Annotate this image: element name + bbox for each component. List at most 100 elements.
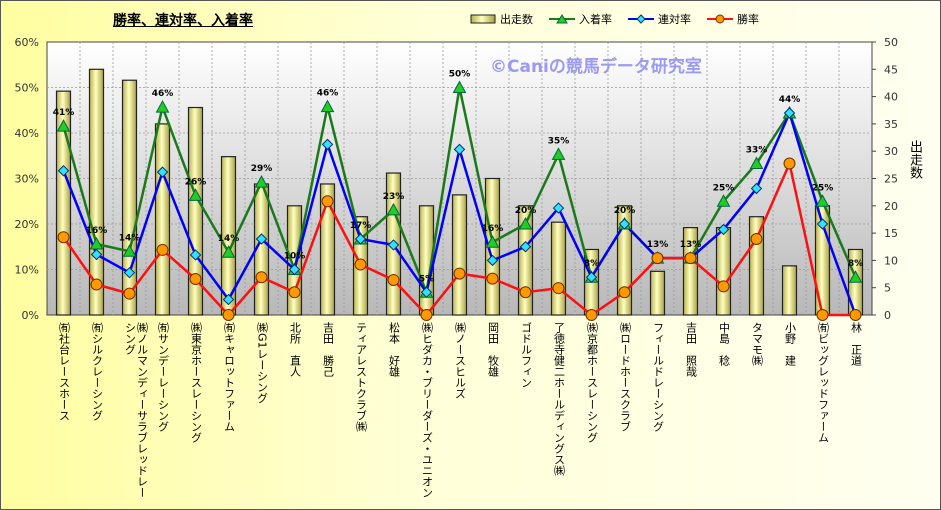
bar-starts xyxy=(550,221,567,316)
x-tick-label: 林 正道 xyxy=(849,322,863,366)
x-tick-label: ㈲サンデーレーシング xyxy=(156,322,170,432)
point-連対率 xyxy=(387,239,400,251)
chart-title: 勝率、連対率、入着率 xyxy=(113,13,253,29)
right-tick-label: 20 xyxy=(884,200,898,213)
right-tick-label: 0 xyxy=(884,309,891,322)
point-勝率 xyxy=(156,243,169,256)
point-入着率 xyxy=(485,235,500,248)
legend-item: 入着率 xyxy=(549,11,612,27)
x-tick-label: ㈱ロードホースクラブ xyxy=(618,322,632,432)
point-勝率 xyxy=(288,286,301,299)
left-tick-label: 10% xyxy=(15,264,39,277)
left-tick-label: 30% xyxy=(15,173,39,186)
right-tick-label: 25 xyxy=(884,173,898,186)
data-label: 35% xyxy=(548,136,570,146)
point-連対率 xyxy=(717,223,730,236)
point-入着率 xyxy=(551,147,566,160)
data-label: 14% xyxy=(119,233,141,243)
x-tick-label: ㈱ノルマンディーサラブレッドレーシング xyxy=(123,322,149,498)
right-tick-label: 45 xyxy=(884,63,898,76)
data-label: 5% xyxy=(419,274,434,284)
point-連対率 xyxy=(288,263,301,276)
data-label: 23% xyxy=(383,192,405,202)
point-勝率 xyxy=(453,267,466,280)
data-label: 41% xyxy=(53,108,75,118)
right-tick-label: 30 xyxy=(884,145,898,158)
data-label: 10% xyxy=(284,252,306,262)
point-入着率 xyxy=(386,202,401,216)
data-label: 13% xyxy=(680,240,702,250)
point-連対率 xyxy=(783,107,796,119)
bar-starts xyxy=(781,265,798,316)
point-入着率 xyxy=(188,188,203,201)
legend-label: 勝率 xyxy=(737,13,759,26)
point-勝率 xyxy=(123,287,136,300)
right-tick-label: 10 xyxy=(884,254,898,267)
bar-starts xyxy=(748,216,765,316)
data-label: 20% xyxy=(515,206,537,216)
point-連対率 xyxy=(57,165,70,177)
point-勝率 xyxy=(57,231,70,244)
point-入着率 xyxy=(155,100,170,113)
point-連対率 xyxy=(156,166,169,178)
point-連対率 xyxy=(255,233,268,245)
left-tick-label: 0% xyxy=(22,309,39,322)
x-tick-label: ㈲キャロットファーム xyxy=(222,322,236,432)
x-tick-label: 小野 建 xyxy=(783,322,797,366)
data-label: 25% xyxy=(812,183,834,193)
point-入着率 xyxy=(254,175,269,188)
x-tick-label: ㈱東京ホースレーシング xyxy=(189,322,203,443)
x-tick-label: ㈲ビッグレッドファーム xyxy=(816,322,830,443)
data-label: 25% xyxy=(713,183,735,193)
bar-starts xyxy=(649,270,666,316)
legend-line-swatch xyxy=(549,14,575,24)
point-勝率 xyxy=(354,258,367,271)
point-連対率 xyxy=(486,254,499,267)
data-label: 8% xyxy=(584,259,599,269)
data-label: 44% xyxy=(779,95,801,105)
data-label: 16% xyxy=(86,226,108,236)
x-tick-label: 中島 稔 xyxy=(717,322,731,366)
data-label: 13% xyxy=(647,240,669,250)
point-連対率 xyxy=(816,218,829,230)
point-連対率 xyxy=(552,202,565,214)
point-勝率 xyxy=(651,252,664,265)
right-tick-label: 50 xyxy=(884,36,898,49)
bar-starts xyxy=(154,123,171,316)
bar-starts xyxy=(319,183,336,316)
bar-starts xyxy=(451,194,468,316)
bar-starts xyxy=(121,79,138,316)
data-label: 17% xyxy=(350,221,372,231)
data-label: 46% xyxy=(317,89,339,99)
x-tick-label: ㈱京都ホースレーシング xyxy=(585,322,599,443)
legend-line-swatch xyxy=(707,14,733,24)
point-連対率 xyxy=(519,241,532,253)
point-勝率 xyxy=(585,309,598,321)
legend-item: 勝率 xyxy=(707,11,759,27)
x-tick-label: ㈱ヒダカ・ブリーダーズ・ユニオン xyxy=(420,322,434,498)
left-tick-label: 40% xyxy=(15,127,39,140)
x-tick-label: 吉田 照哉 xyxy=(684,322,698,377)
legend-label: 入着率 xyxy=(579,13,612,26)
point-入着率 xyxy=(452,80,467,93)
point-勝率 xyxy=(519,286,532,299)
x-tick-label: 松本 好雄 xyxy=(387,322,401,377)
legend-line-swatch xyxy=(628,14,654,24)
point-入着率 xyxy=(749,156,764,169)
point-勝率 xyxy=(717,280,730,293)
legend-bar-swatch xyxy=(470,14,496,24)
legend-label: 連対率 xyxy=(658,13,691,26)
legend-item: 出走数 xyxy=(470,11,533,27)
bar-starts xyxy=(187,106,204,316)
x-tick-label: ㈱G1レーシング xyxy=(255,322,269,404)
left-tick-label: 60% xyxy=(15,36,39,49)
point-連対率 xyxy=(453,143,466,156)
data-label: 8% xyxy=(848,259,863,269)
bar-starts xyxy=(55,90,72,316)
point-勝率 xyxy=(222,309,235,321)
point-勝率 xyxy=(486,272,499,285)
point-勝率 xyxy=(255,271,268,284)
right-tick-label: 15 xyxy=(884,227,898,240)
x-tick-label: ㈲シルクレーシング xyxy=(90,322,104,421)
